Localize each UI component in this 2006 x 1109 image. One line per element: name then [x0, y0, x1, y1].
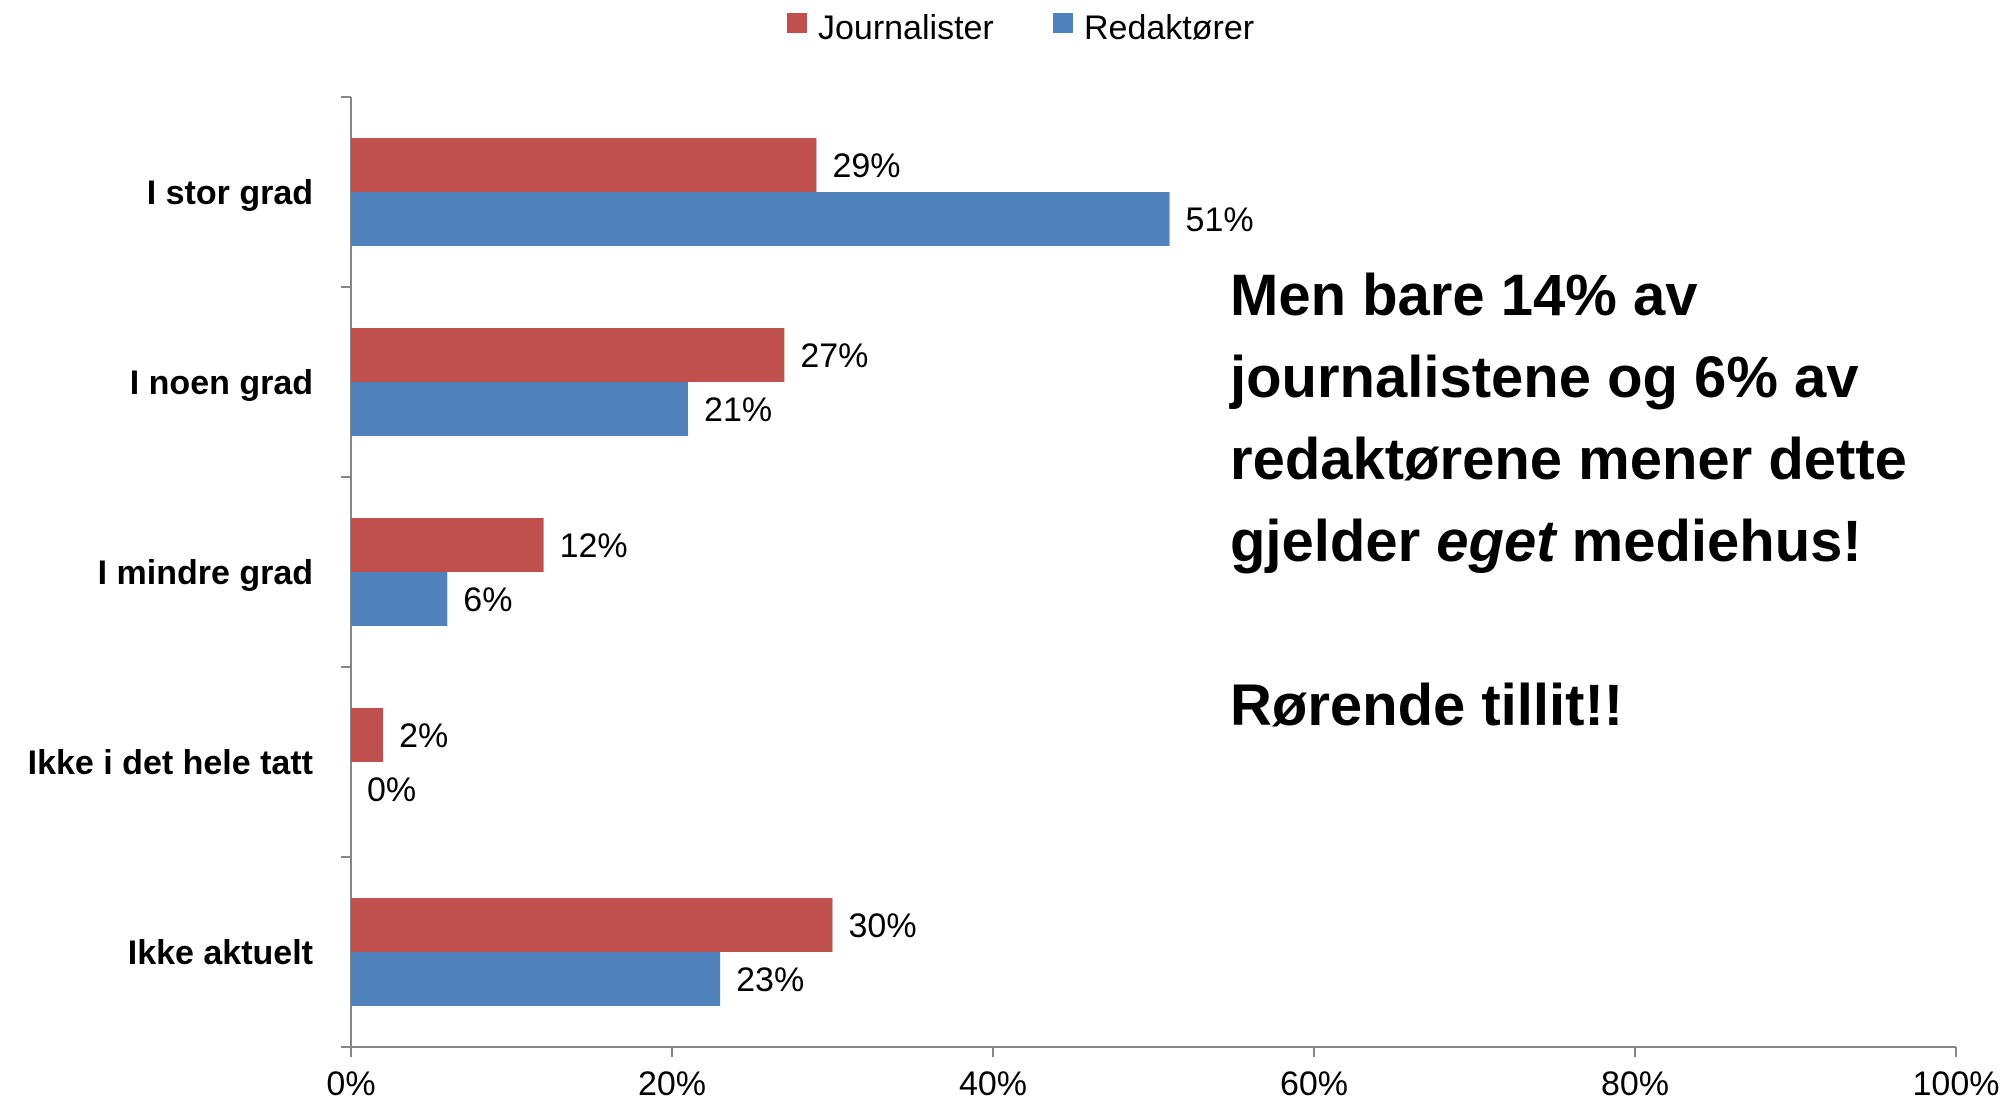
bar-redaktører: [351, 572, 448, 626]
legend: Journalister Redaktører: [787, 9, 1254, 47]
x-tick-label: 20%: [638, 1065, 706, 1103]
bars: [351, 138, 1170, 1006]
data-label: 21%: [704, 391, 772, 429]
bar-journalister: [351, 898, 833, 952]
data-label: 12%: [560, 527, 628, 565]
legend-label: Journalister: [818, 9, 994, 47]
category-label: Ikke i det hele tatt: [28, 744, 313, 782]
bar-journalister: [351, 328, 785, 382]
data-label: 2%: [399, 717, 448, 755]
data-label: 51%: [1186, 201, 1254, 239]
bar-redaktører: [351, 382, 689, 436]
bar-redaktører: [351, 952, 721, 1006]
annotation-line-3: redaktørene mener dette: [1230, 427, 1907, 492]
annotation-text: Men bare 14% av journalistene og 6% av r…: [1230, 255, 1990, 747]
data-label: 0%: [367, 771, 416, 809]
bar-journalister: [351, 708, 384, 762]
annotation-line-1: Men bare 14% av: [1230, 263, 1698, 328]
legend-swatch: [1053, 13, 1073, 33]
bar-journalister: [351, 518, 544, 572]
category-label: I stor grad: [147, 174, 313, 212]
annotation-line-2: journalistene og 6% av: [1230, 345, 1859, 410]
x-tick-label: 0%: [326, 1065, 375, 1103]
category-label: I noen grad: [130, 364, 313, 402]
legend-swatch: [787, 13, 807, 33]
bar-journalister: [351, 138, 817, 192]
x-tick-label: 40%: [959, 1065, 1027, 1103]
x-tick-label: 60%: [1280, 1065, 1348, 1103]
category-label: I mindre grad: [98, 554, 313, 592]
annotation-line-4-start: gjelder: [1230, 509, 1437, 574]
bar-redaktører: [351, 192, 1170, 246]
x-tick-label: 100%: [1913, 1065, 2000, 1103]
x-tick-label: 80%: [1601, 1065, 1669, 1103]
data-label: 23%: [736, 961, 804, 999]
annotation-line-4: gjelder eget mediehus!: [1230, 501, 1990, 583]
data-label: 27%: [800, 337, 868, 375]
data-label: 30%: [849, 907, 917, 945]
data-label: 29%: [832, 147, 900, 185]
annotation-emphasis: eget: [1436, 509, 1556, 574]
data-label: 6%: [463, 581, 512, 619]
annotation-line-5: Rørende tillit!!: [1230, 673, 1624, 738]
labels: I stor grad I noen grad I mindre grad Ikke …: [28, 147, 1254, 999]
category-label: Ikke aktuelt: [128, 934, 313, 972]
annotation-line-4-end: mediehus!: [1555, 509, 1862, 574]
legend-label: Redaktører: [1084, 9, 1254, 47]
